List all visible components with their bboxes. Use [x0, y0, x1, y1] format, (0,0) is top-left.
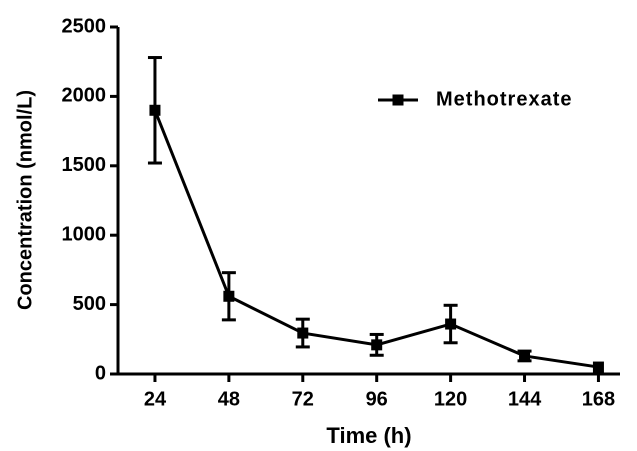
y-tick-label: 500 [73, 293, 106, 315]
point-marker [223, 290, 235, 302]
x-tick-label: 24 [144, 388, 167, 410]
series-line [153, 109, 599, 369]
x-tick-label: 120 [434, 388, 467, 410]
y-axis-title: Concentration (nmol/L) [14, 90, 36, 310]
point-marker [519, 350, 531, 362]
legend-label: Methotrexate [436, 88, 572, 110]
y-tick-label: 1500 [62, 154, 107, 176]
y-tick-label: 2500 [62, 15, 107, 37]
y-tick-label: 1000 [62, 223, 107, 245]
y-tick-label: 2000 [62, 85, 107, 107]
x-tick-label: 144 [508, 388, 542, 410]
legend-marker [392, 94, 404, 106]
point-marker [371, 339, 383, 351]
y-tick-label: 0 [95, 362, 106, 384]
x-tick-label: 48 [218, 388, 240, 410]
point-marker [297, 327, 309, 339]
x-tick-label: 168 [582, 388, 615, 410]
point-marker [445, 318, 457, 330]
x-axis-title: Time (h) [326, 423, 411, 448]
x-tick-label: 96 [366, 388, 388, 410]
point-marker [149, 104, 161, 116]
point-marker [592, 361, 604, 373]
x-tick-label: 72 [292, 388, 314, 410]
